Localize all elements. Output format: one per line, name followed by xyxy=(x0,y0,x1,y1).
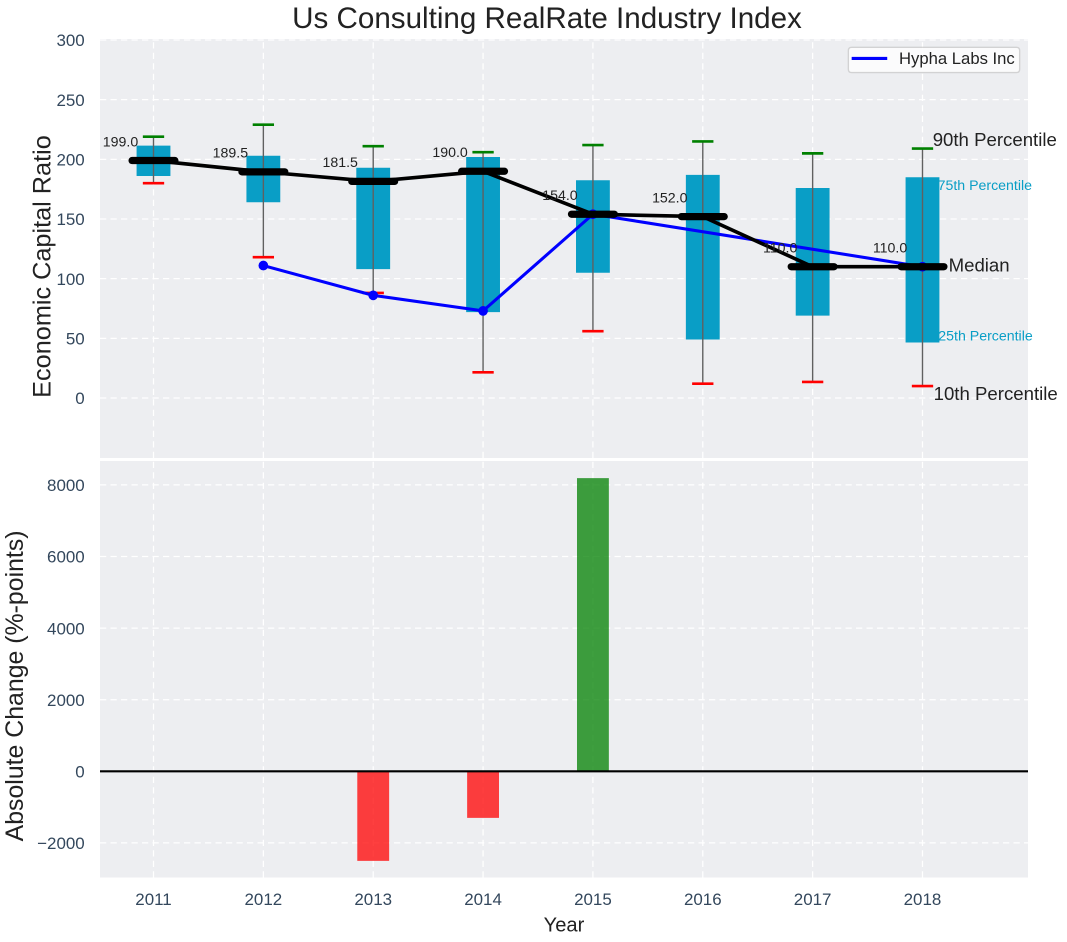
svg-text:10th Percentile: 10th Percentile xyxy=(934,383,1058,404)
svg-text:−2000: −2000 xyxy=(37,834,85,853)
svg-text:300: 300 xyxy=(56,31,84,50)
svg-text:8000: 8000 xyxy=(47,476,85,495)
svg-text:2016: 2016 xyxy=(684,890,722,909)
svg-text:25th Percentile: 25th Percentile xyxy=(938,329,1033,345)
svg-text:6000: 6000 xyxy=(47,548,85,567)
svg-text:152.0: 152.0 xyxy=(652,190,688,206)
svg-text:250: 250 xyxy=(56,91,84,110)
svg-text:2014: 2014 xyxy=(464,890,502,909)
svg-text:Us Consulting RealRate Industr: Us Consulting RealRate Industry Index xyxy=(292,2,802,35)
svg-text:2015: 2015 xyxy=(574,890,612,909)
svg-text:0: 0 xyxy=(75,762,84,781)
svg-text:2018: 2018 xyxy=(904,890,942,909)
svg-text:2000: 2000 xyxy=(47,691,85,710)
svg-text:4000: 4000 xyxy=(47,619,85,638)
svg-text:110.0: 110.0 xyxy=(873,241,908,257)
svg-text:Economic Capital Ratio: Economic Capital Ratio xyxy=(28,135,56,398)
svg-text:75th Percentile: 75th Percentile xyxy=(938,178,1033,194)
svg-text:110.0: 110.0 xyxy=(763,241,798,257)
svg-text:0: 0 xyxy=(75,389,84,408)
svg-text:Absolute Change (%-points): Absolute Change (%-points) xyxy=(1,530,29,841)
svg-text:150: 150 xyxy=(56,210,84,229)
svg-text:181.5: 181.5 xyxy=(322,155,358,171)
svg-text:50: 50 xyxy=(66,329,85,348)
svg-text:199.0: 199.0 xyxy=(103,134,139,150)
svg-text:200: 200 xyxy=(56,150,84,169)
svg-text:90th Percentile: 90th Percentile xyxy=(933,129,1057,150)
svg-text:154.0: 154.0 xyxy=(542,188,578,204)
svg-text:190.0: 190.0 xyxy=(432,145,468,161)
svg-text:Year: Year xyxy=(544,915,585,937)
svg-text:Hypha Labs Inc: Hypha Labs Inc xyxy=(899,49,1015,68)
svg-text:2011: 2011 xyxy=(135,890,171,909)
svg-text:189.5: 189.5 xyxy=(213,146,249,162)
svg-text:100: 100 xyxy=(56,270,84,289)
svg-text:2012: 2012 xyxy=(245,890,283,909)
svg-text:2017: 2017 xyxy=(794,890,832,909)
svg-text:Median: Median xyxy=(949,254,1010,275)
svg-text:2013: 2013 xyxy=(354,890,392,909)
